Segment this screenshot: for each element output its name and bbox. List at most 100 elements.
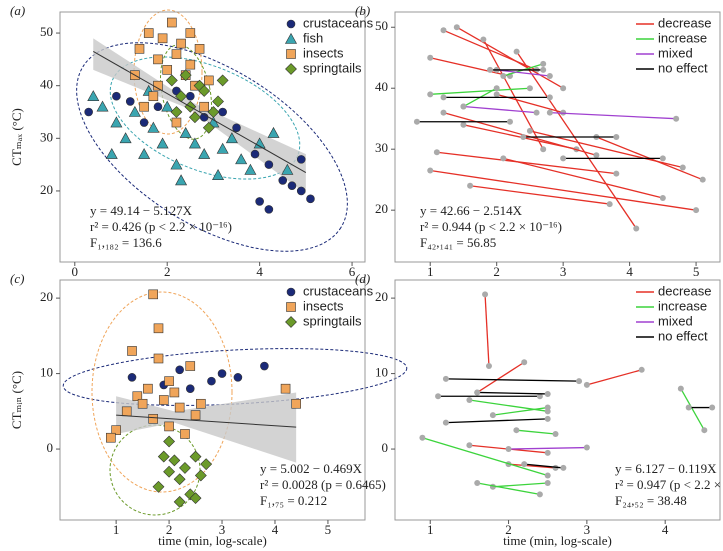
segment: [524, 463, 564, 469]
segment: [680, 388, 705, 431]
point: [693, 207, 700, 214]
point: [536, 393, 543, 400]
point: [194, 469, 207, 482]
point: [180, 429, 190, 439]
point: [96, 100, 109, 112]
point: [179, 126, 192, 138]
point: [560, 155, 567, 162]
x-tick-label: 5: [693, 264, 700, 279]
point: [148, 91, 159, 102]
point: [583, 381, 590, 388]
point: [255, 197, 264, 206]
segment: [463, 105, 537, 114]
y-axis-label: CTₘₐₓ (°C): [9, 108, 24, 166]
point: [194, 44, 205, 54]
point: [506, 118, 513, 125]
point: [482, 291, 489, 298]
point: [173, 473, 186, 486]
y-tick-label: 50: [40, 24, 53, 39]
x-tick-label: 4: [272, 522, 279, 537]
point: [521, 359, 528, 366]
point: [679, 164, 686, 171]
point: [143, 28, 154, 38]
segment: [445, 378, 580, 382]
point: [244, 163, 257, 175]
point: [161, 100, 174, 112]
point: [157, 33, 168, 44]
point: [87, 90, 100, 102]
point: [440, 94, 447, 101]
y-tick-label: 20: [40, 182, 53, 197]
segment: [492, 406, 548, 416]
segment: [470, 185, 610, 205]
ellipse: [133, 9, 203, 135]
point: [175, 174, 188, 186]
segment: [508, 446, 587, 450]
fit-line: [116, 414, 297, 428]
legend-label: no effect: [658, 328, 708, 343]
segment: [445, 418, 548, 424]
legend-marker: [285, 63, 297, 75]
point: [164, 376, 174, 386]
legend-label: crustaceans: [303, 283, 374, 298]
point: [427, 167, 434, 174]
point: [200, 458, 213, 471]
point: [659, 155, 666, 162]
point: [552, 430, 559, 437]
annotation: y = 5.002 − 0.469X: [260, 461, 363, 476]
segment: [549, 111, 677, 120]
x-tick-label: 1: [427, 522, 434, 537]
segment: [477, 482, 540, 495]
segment: [503, 157, 663, 199]
point: [233, 373, 243, 382]
legend-label: springtails: [303, 60, 362, 75]
point: [540, 66, 547, 73]
panel-label: (a): [10, 3, 25, 18]
point: [232, 123, 241, 133]
point: [189, 492, 202, 505]
y-tick-label: 0: [382, 440, 389, 455]
point: [677, 385, 684, 392]
y-tick-label: 50: [375, 18, 388, 33]
annotation: r² = 0.944 (p < 2.2 × 10⁻¹⁶): [420, 219, 562, 234]
point: [121, 406, 132, 417]
point: [606, 201, 613, 208]
legend-marker: [286, 287, 296, 297]
point: [171, 49, 182, 59]
point: [540, 60, 547, 67]
point: [137, 398, 148, 409]
point: [196, 398, 206, 409]
point: [546, 109, 553, 116]
segment: [430, 87, 530, 95]
segment: [476, 361, 525, 393]
point: [127, 373, 137, 382]
point: [583, 444, 590, 451]
legend-label: mixed: [658, 313, 693, 328]
plot-frame: [394, 11, 721, 263]
x-tick-label: 4: [256, 264, 263, 279]
point: [153, 353, 164, 364]
point: [613, 134, 620, 140]
legend-label: decrease: [658, 15, 711, 30]
y-tick-label: 20: [375, 201, 388, 216]
point: [474, 389, 481, 396]
point: [235, 153, 248, 165]
y-tick-label: 10: [40, 365, 53, 380]
annotation: y = 49.14 − 5.127X: [90, 203, 193, 218]
point: [480, 36, 487, 43]
point: [250, 149, 260, 159]
point: [544, 449, 551, 456]
point: [278, 176, 288, 185]
point: [560, 464, 567, 471]
point: [148, 414, 158, 424]
point: [106, 432, 116, 443]
segment: [586, 369, 642, 386]
y-tick-label: 30: [375, 140, 388, 155]
point: [613, 170, 620, 177]
point: [202, 121, 215, 134]
point: [163, 465, 176, 478]
point: [281, 163, 294, 175]
legend-label: springtails: [303, 313, 362, 328]
point: [427, 54, 434, 61]
point: [207, 106, 220, 118]
